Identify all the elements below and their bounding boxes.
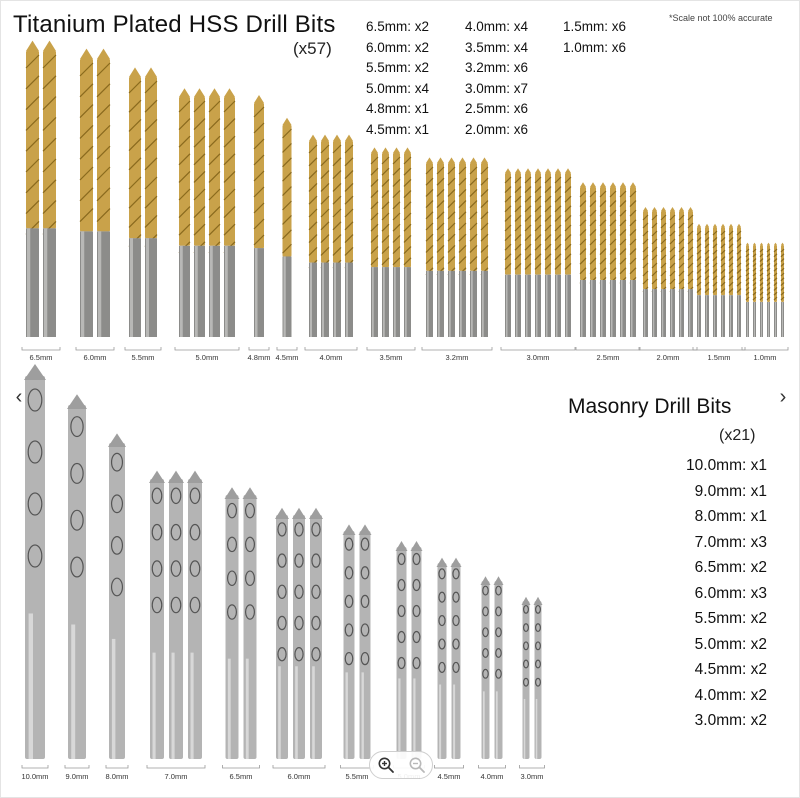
hss-count: (x57) [293,39,332,58]
hss-drill-bits-photo [21,40,789,351]
hss-spec: 6.0mm: x2 [366,39,430,55]
hss-size-label: 4.5mm [275,353,299,362]
masonry-title: Masonry Drill Bits [568,395,732,418]
masonry-spec: 10.0mm: x1 [686,457,767,474]
hss-spec-column-1: 6.5mm: x2 6.0mm: x2 5.5mm: x2 5.0mm: x4 … [366,17,429,140]
masonry-spec: 5.5mm: x2 [694,610,767,627]
zoom-in-icon[interactable] [375,754,397,776]
hss-spec: 3.0mm: x7 [465,80,529,96]
scale-disclaimer: *Scale not 100% accurate [669,13,773,23]
masonry-count: (x21) [719,427,756,444]
masonry-spec-list: 10.0mm: x1 9.0mm: x1 8.0mm: x1 7.0mm: x3… [657,453,767,734]
masonry-size-label: 10.0mm [21,772,49,781]
hss-size-label: 6.0mm [83,353,107,362]
chevron-left-icon[interactable]: ‹ [15,386,23,408]
hss-size-label: 4.8mm [247,353,271,362]
masonry-size-label: 8.0mm [105,772,129,781]
masonry-size-label: 6.5mm [229,772,253,781]
hss-title: Titanium Plated HSS Drill Bits [13,11,336,38]
hss-size-label: 5.0mm [195,353,219,362]
hss-spec: 6.5mm: x2 [366,19,430,34]
hss-spec: 4.0mm: x4 [465,19,529,34]
masonry-size-label: 6.0mm [287,772,311,781]
masonry-size-label: 9.0mm [65,772,89,781]
masonry-spec: 9.0mm: x1 [694,482,767,500]
hss-spec: 1.5mm: x6 [563,19,627,34]
masonry-spec: 6.0mm: x3 [694,584,767,602]
hss-spec-column-2: 4.0mm: x4 3.5mm: x4 3.2mm: x6 3.0mm: x7 … [465,17,528,140]
masonry-size-label: 5.5mm [345,772,369,781]
masonry-spec: 6.5mm: x2 [694,559,767,576]
hss-size-label: 5.5mm [131,353,155,362]
hss-spec: 4.5mm: x1 [366,121,430,137]
hss-size-label: 2.0mm [656,353,680,362]
hss-spec: 3.2mm: x6 [465,60,529,75]
masonry-size-label: 4.0mm [480,772,504,781]
hss-size-label: 3.2mm [445,353,469,362]
masonry-size-label: 3.0mm [520,772,544,781]
hss-spec: 3.5mm: x4 [465,39,529,55]
hss-spec-column-3: 1.5mm: x6 1.0mm: x6 [563,17,626,58]
hss-spec: 1.0mm: x6 [563,39,627,55]
masonry-spec: 3.0mm: x2 [694,712,767,729]
zoom-out-icon[interactable] [406,754,428,776]
hss-size-label: 3.0mm [526,353,550,362]
hss-spec: 2.5mm: x6 [465,101,529,116]
masonry-size-label: 7.0mm [164,772,188,781]
hss-spec: 5.0mm: x4 [366,80,430,96]
hss-spec: 2.0mm: x6 [465,121,529,137]
masonry-spec: 4.5mm: x2 [694,661,767,678]
hss-size-label: 6.5mm [29,353,53,362]
hss-size-label: 2.5mm [596,353,620,362]
masonry-size-label: 4.5mm [437,772,461,781]
masonry-spec: 7.0mm: x3 [694,533,767,551]
hss-spec: 5.5mm: x2 [366,60,430,75]
hss-size-label: 4.0mm [319,353,343,362]
chevron-right-icon[interactable]: › [779,386,787,408]
hss-size-label: 1.5mm [707,353,731,362]
zoom-controls [369,751,433,779]
hss-size-label: 1.0mm [753,353,777,362]
masonry-spec: 4.0mm: x2 [694,686,767,704]
hss-spec: 4.8mm: x1 [366,101,430,116]
hss-size-label: 3.5mm [379,353,403,362]
masonry-spec: 8.0mm: x1 [694,508,767,525]
masonry-spec: 5.0mm: x2 [694,635,767,653]
